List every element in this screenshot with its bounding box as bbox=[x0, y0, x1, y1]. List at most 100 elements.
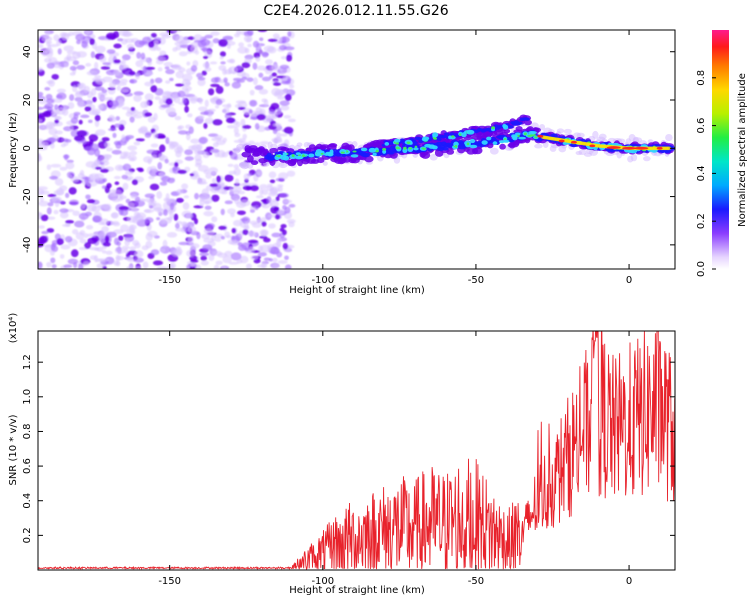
noise-point bbox=[145, 72, 154, 76]
noise-point bbox=[190, 138, 200, 144]
noise-point bbox=[204, 205, 212, 210]
noise-point bbox=[160, 104, 171, 108]
noise-point bbox=[205, 172, 212, 179]
noise-point bbox=[186, 132, 191, 141]
noise-point bbox=[130, 107, 136, 112]
noise-point bbox=[101, 226, 109, 233]
noise-point bbox=[82, 261, 90, 266]
y-tick-label: 0 bbox=[22, 145, 33, 151]
noise-point bbox=[275, 196, 280, 202]
noise-point bbox=[51, 110, 56, 116]
noise-point bbox=[231, 185, 242, 193]
ridge-peak bbox=[502, 139, 510, 143]
noise-point bbox=[174, 161, 179, 168]
noise-point bbox=[204, 117, 214, 124]
noise-point bbox=[194, 149, 203, 155]
noise-point bbox=[208, 167, 219, 175]
ridge-halo bbox=[489, 147, 499, 155]
noise-point bbox=[171, 94, 177, 101]
noise-point bbox=[225, 117, 236, 124]
noise-point bbox=[127, 202, 135, 208]
noise-point bbox=[261, 76, 271, 82]
noise-point bbox=[223, 77, 228, 84]
noise-point bbox=[114, 181, 120, 186]
noise-point bbox=[83, 233, 89, 239]
ridge-peak bbox=[481, 140, 488, 145]
noise-point bbox=[186, 61, 191, 66]
noise-point bbox=[130, 194, 138, 199]
noise-point bbox=[65, 220, 75, 224]
noise-point bbox=[113, 69, 121, 76]
ridge-halo bbox=[665, 133, 673, 142]
noise-point bbox=[189, 173, 195, 177]
noise-point bbox=[174, 83, 185, 87]
ridge-halo bbox=[576, 132, 585, 138]
noise-point bbox=[243, 173, 250, 181]
noise-point bbox=[213, 264, 220, 269]
noise-point bbox=[77, 99, 84, 108]
noise-point bbox=[264, 59, 273, 65]
noise-point bbox=[144, 209, 151, 213]
noise-point bbox=[128, 51, 135, 55]
spectrogram-panel: -150 -100 -50 0 -40 -20 0 20 40 Height of strai… bbox=[8, 29, 676, 296]
noise-point bbox=[205, 230, 215, 236]
noise-point bbox=[236, 79, 245, 83]
noise-point bbox=[144, 66, 156, 71]
noise-point bbox=[127, 145, 138, 151]
ridge-body bbox=[499, 143, 506, 150]
noise-point bbox=[224, 200, 233, 205]
noise-point bbox=[278, 172, 289, 180]
noise-point bbox=[235, 121, 241, 128]
noise-point bbox=[74, 220, 85, 228]
noise-point bbox=[102, 62, 111, 66]
noise-point bbox=[63, 264, 73, 269]
noise-point bbox=[187, 225, 197, 233]
noise-point bbox=[269, 179, 276, 184]
noise-point bbox=[219, 56, 224, 60]
noise-point bbox=[250, 255, 259, 261]
noise-point bbox=[200, 39, 211, 46]
noise-point bbox=[112, 132, 117, 139]
noise-point bbox=[222, 104, 232, 108]
noise-point bbox=[176, 144, 183, 153]
ridge-hot bbox=[666, 146, 672, 151]
noise-point bbox=[46, 137, 57, 143]
noise-point bbox=[107, 116, 117, 123]
noise-point bbox=[63, 45, 74, 52]
noise-point bbox=[245, 263, 253, 269]
branch-core bbox=[399, 138, 405, 142]
noise-point bbox=[114, 247, 126, 254]
noise-point bbox=[66, 159, 74, 163]
noise-point bbox=[228, 261, 239, 265]
noise-point bbox=[57, 48, 62, 55]
noise-point bbox=[203, 122, 208, 129]
noise-point bbox=[280, 223, 287, 229]
ridge-peak-high bbox=[454, 144, 458, 148]
noise-point bbox=[165, 80, 171, 84]
noise-point bbox=[278, 45, 287, 51]
noise-point bbox=[77, 83, 84, 89]
noise-point bbox=[249, 206, 256, 211]
noise-point bbox=[101, 185, 107, 189]
noise-point bbox=[269, 200, 280, 208]
noise-point bbox=[242, 125, 252, 130]
noise-point bbox=[113, 43, 122, 49]
noise-point bbox=[65, 192, 70, 198]
noise-point bbox=[164, 66, 170, 70]
noise-point bbox=[275, 240, 282, 248]
y-multiplier-label: (x10⁴) bbox=[8, 313, 19, 344]
noise-point bbox=[228, 67, 233, 75]
noise-point bbox=[133, 91, 144, 96]
ridge-peak bbox=[432, 132, 439, 138]
noise-point bbox=[249, 89, 255, 96]
ridge-max bbox=[537, 134, 544, 138]
noise-point bbox=[61, 223, 71, 227]
y-tick-label: 20 bbox=[22, 94, 33, 107]
noise-point bbox=[176, 188, 184, 195]
noise-point bbox=[51, 73, 59, 80]
ridge-peak bbox=[282, 152, 288, 156]
noise-point bbox=[87, 237, 98, 245]
colorbar-tick-label: 0.0 bbox=[696, 261, 707, 277]
noise-point bbox=[273, 206, 280, 212]
noise-point bbox=[177, 90, 186, 98]
